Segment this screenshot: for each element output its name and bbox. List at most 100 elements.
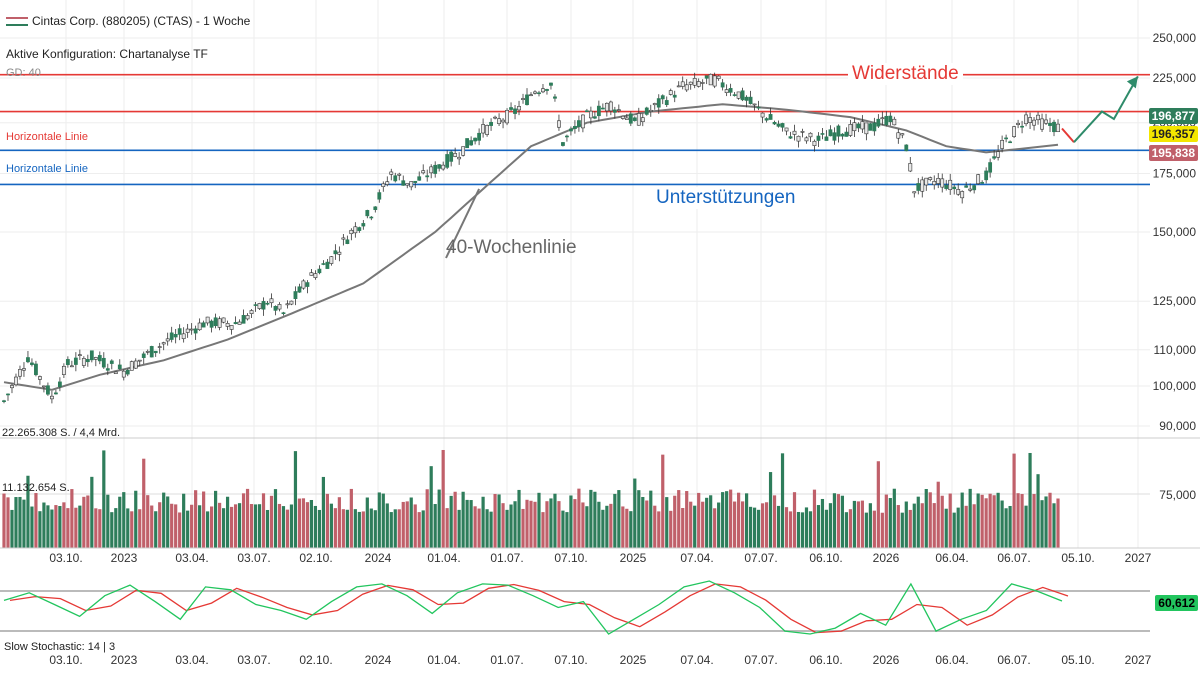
volume-bar	[333, 508, 337, 548]
candle	[129, 361, 134, 371]
volume-bar	[389, 512, 393, 548]
candle	[1044, 119, 1048, 124]
candle	[493, 116, 497, 119]
candle	[780, 123, 785, 128]
candle	[189, 328, 194, 331]
volume-bar	[681, 508, 685, 548]
time-tick-label: 06.04.	[935, 653, 968, 667]
volume-bar	[377, 492, 381, 548]
candle	[604, 102, 609, 112]
candle	[980, 182, 985, 184]
volume-bar	[194, 490, 198, 548]
candle	[920, 179, 925, 192]
candle	[373, 206, 378, 210]
volume-bar	[14, 497, 18, 548]
candle	[529, 94, 533, 97]
candle	[361, 223, 366, 227]
candle	[549, 82, 553, 86]
volume-bar	[138, 509, 142, 548]
volume-bar	[581, 502, 585, 548]
candle	[756, 106, 761, 109]
volume-bar	[836, 494, 841, 548]
candle	[81, 358, 86, 366]
candle	[6, 393, 10, 396]
volume-bar	[365, 497, 369, 548]
candle	[525, 94, 529, 106]
volume-bar	[697, 492, 701, 548]
candle	[433, 164, 438, 174]
volume-bar	[38, 511, 42, 548]
axes-layer: 250,000225,000200,000175,000150,000125,0…	[0, 31, 1200, 667]
volume-bar	[265, 509, 270, 548]
volume-bar	[1028, 452, 1032, 548]
volume-bar	[705, 497, 709, 548]
volume-bar	[661, 454, 665, 548]
candle	[700, 82, 705, 84]
volume-bar	[186, 510, 190, 548]
time-tick-label: 01.04.	[427, 551, 460, 565]
price-tick-label: 125,000	[1153, 294, 1197, 308]
time-tick-label: 07.04.	[680, 653, 713, 667]
volume-bar	[928, 492, 932, 548]
candle	[772, 122, 777, 125]
candle	[293, 291, 298, 299]
candle	[632, 117, 637, 121]
candle	[509, 107, 513, 110]
candle	[684, 84, 689, 91]
volume-bar	[126, 508, 130, 548]
volume-bar	[437, 489, 441, 548]
time-tick-label: 06.10.	[809, 653, 842, 667]
volume-bar	[190, 504, 194, 548]
volume-bar	[693, 505, 697, 548]
volume-bar	[577, 488, 581, 548]
candle	[537, 92, 541, 95]
candle	[417, 176, 422, 181]
candle	[161, 342, 166, 345]
volume-bar	[689, 501, 693, 548]
volume-bar	[641, 496, 645, 548]
volume-bar	[741, 501, 745, 548]
volume-bar	[170, 503, 174, 548]
volume-bar	[505, 509, 509, 548]
volume-bar	[102, 450, 106, 548]
volume-bar	[828, 503, 833, 548]
volume-bar	[808, 511, 813, 548]
volume-bar	[198, 505, 202, 548]
volume-bar	[449, 495, 453, 548]
volume-bar	[457, 509, 461, 548]
volume-bar	[896, 505, 900, 548]
volume-bar	[357, 511, 361, 548]
candle	[541, 88, 545, 93]
candle	[513, 108, 517, 114]
volume-bar	[405, 501, 409, 548]
candle	[169, 332, 174, 340]
volume-bar	[469, 500, 473, 548]
candle	[265, 302, 270, 305]
volume-layer	[0, 449, 1150, 548]
volume-tick-label: 75,000	[1159, 488, 1196, 502]
candle	[872, 122, 877, 132]
price-tick-label: 250,000	[1153, 31, 1197, 45]
volume-bar	[425, 489, 429, 548]
volume-bar	[968, 488, 972, 548]
candle	[73, 357, 78, 365]
candle	[932, 181, 937, 185]
candle	[453, 153, 458, 157]
candle	[469, 140, 474, 146]
volume-bar	[784, 507, 789, 548]
candle	[273, 305, 278, 311]
volume-bar	[1052, 503, 1056, 548]
volume-bar	[924, 489, 928, 548]
candle	[620, 115, 625, 119]
candle	[401, 180, 406, 186]
candle	[656, 98, 661, 108]
candle	[880, 117, 885, 120]
candle	[313, 273, 318, 278]
stochastic-layer	[0, 580, 1150, 635]
volume-bar	[733, 501, 737, 548]
candle	[824, 136, 829, 141]
candle	[389, 171, 394, 175]
volume-bar	[26, 475, 30, 548]
volume-bar	[796, 511, 801, 548]
